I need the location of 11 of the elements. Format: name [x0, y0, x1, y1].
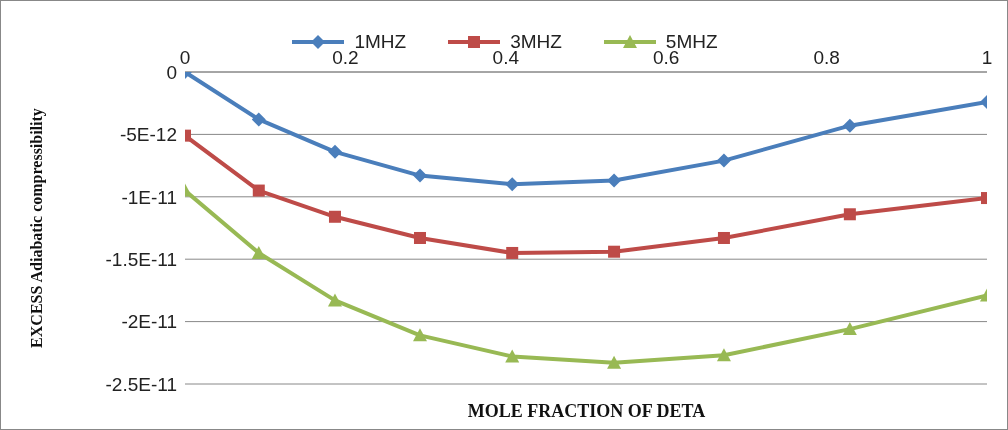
y-tick-label: -5E-12 [119, 124, 177, 146]
x-tick-label: 1 [981, 47, 993, 68]
x-tick-label: 0 [179, 47, 191, 68]
y-axis-title: EXCESS Adiabatic compressibility [27, 108, 46, 348]
y-tick-label: -1E-11 [121, 186, 177, 208]
y-tick-label: -2E-11 [121, 311, 177, 333]
y-tick-label: -2.5E-11 [105, 373, 177, 395]
x-axis-title: MOLE FRACTION OF DETA [466, 401, 707, 422]
x-tick-label: 0.8 [813, 47, 840, 68]
y-tick-label: -1.5E-11 [105, 248, 177, 270]
y-tick-label: 0 [166, 61, 177, 83]
